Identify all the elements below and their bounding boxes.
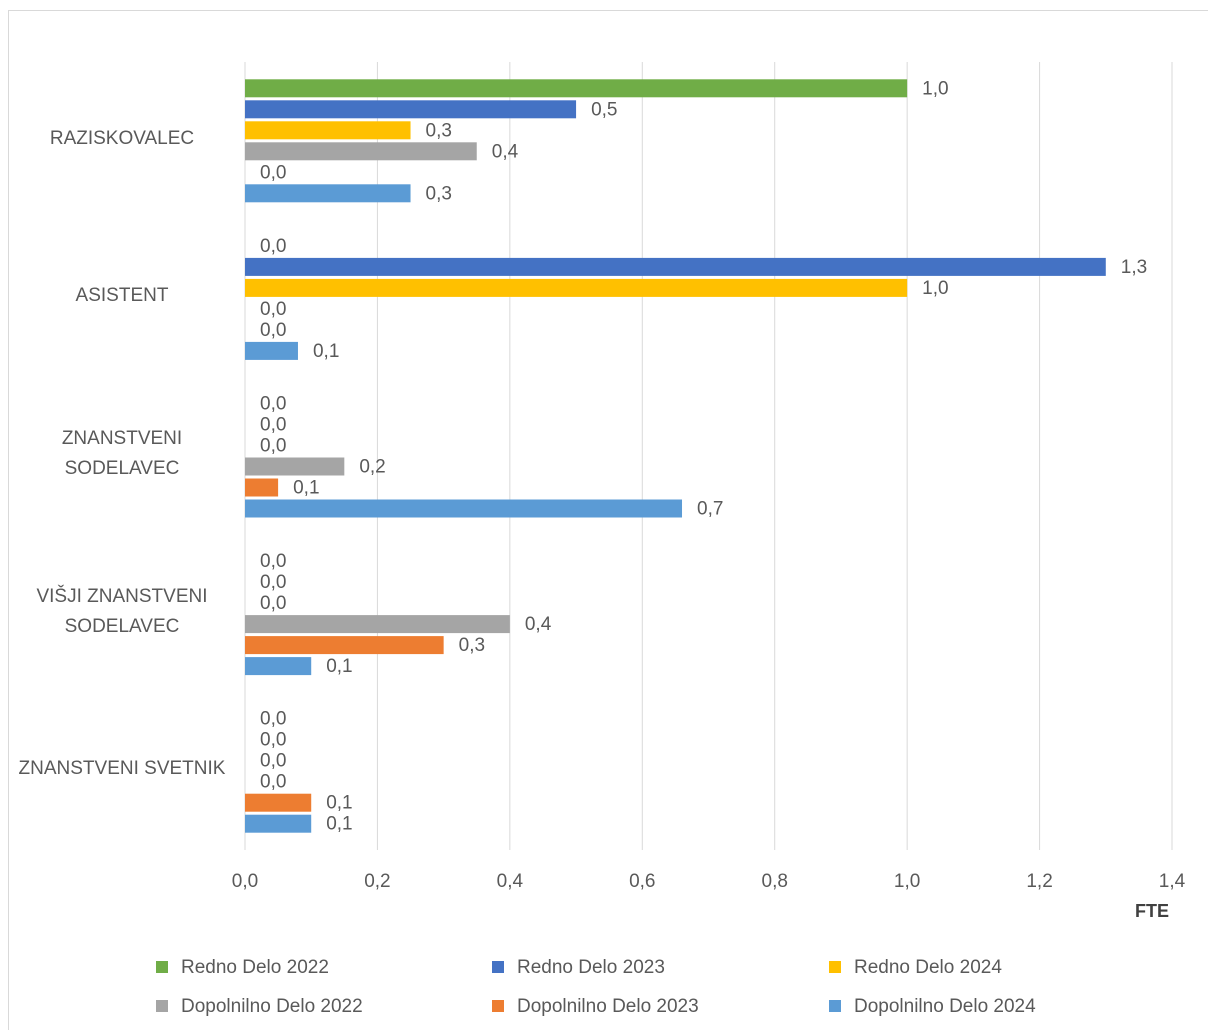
bar [245, 478, 279, 497]
data-label: 0,0 [260, 709, 286, 730]
y-tick-label: RAZISKOVALEC [49, 127, 195, 149]
data-label: 0,0 [260, 772, 286, 793]
legend-swatch [492, 1000, 504, 1012]
y-tick-label: ASISTENT [75, 285, 169, 307]
data-label: 0,0 [260, 299, 286, 320]
x-axis-title: FTE [1135, 901, 1169, 921]
data-label: 0,0 [260, 394, 286, 415]
bar [245, 814, 312, 833]
data-label: 0,0 [260, 162, 286, 183]
data-label: 0,0 [260, 751, 286, 772]
data-label: 0,3 [459, 635, 485, 656]
data-label: 0,3 [426, 183, 452, 204]
data-label: 0,0 [260, 320, 286, 341]
x-tick-label: 1,4 [1159, 871, 1186, 892]
bar [245, 615, 510, 634]
data-label: 0,3 [426, 120, 452, 141]
legend-swatch [829, 1000, 841, 1012]
bar [245, 121, 411, 140]
legend-swatch [492, 961, 504, 973]
legend-label: Redno Delo 2023 [517, 957, 665, 978]
bar [245, 636, 444, 655]
x-tick-label: 1,2 [1026, 871, 1052, 892]
legend-label: Dopolnilno Delo 2024 [854, 996, 1036, 1017]
data-label: 0,0 [260, 593, 286, 614]
legend-label: Redno Delo 2022 [181, 957, 329, 978]
bar [245, 341, 298, 360]
data-label: 0,1 [326, 656, 352, 677]
data-label: 0,0 [260, 572, 286, 593]
data-label: 0,5 [591, 99, 617, 120]
data-label: 1,3 [1121, 257, 1147, 278]
data-label: 0,2 [359, 457, 385, 478]
legend-swatch [156, 961, 168, 973]
x-tick-label: 0,6 [629, 871, 655, 892]
data-label: 0,1 [313, 341, 339, 362]
bar [245, 142, 477, 161]
bar [245, 499, 683, 518]
legend-swatch [156, 1000, 168, 1012]
bar [245, 657, 312, 676]
bar [245, 457, 345, 476]
data-label: 0,0 [260, 551, 286, 572]
bar [245, 100, 577, 119]
data-label: 0,0 [260, 236, 286, 257]
data-label: 0,0 [260, 730, 286, 751]
data-label: 1,0 [922, 78, 948, 99]
legend-swatch [829, 961, 841, 973]
x-tick-label: 0,0 [232, 871, 258, 892]
bar [245, 278, 908, 297]
legend-label: Dopolnilno Delo 2023 [517, 996, 699, 1017]
bar [245, 793, 312, 812]
y-tick-label: VIŠJI ZNANSTVENI SODELAVEC [36, 585, 208, 637]
x-tick-label: 0,2 [364, 871, 390, 892]
chart-border [8, 10, 1208, 1030]
legend-label: Redno Delo 2024 [854, 957, 1002, 978]
x-tick-label: 0,8 [762, 871, 788, 892]
data-label: 0,1 [326, 793, 352, 814]
data-label: 0,0 [260, 415, 286, 436]
x-tick-label: 1,0 [894, 871, 920, 892]
data-label: 0,4 [525, 614, 552, 635]
bar [245, 257, 1106, 276]
legend-label: Dopolnilno Delo 2022 [181, 996, 363, 1017]
x-tick-label: 0,4 [497, 871, 524, 892]
bar [245, 79, 908, 98]
y-tick-label: ZNANSTVENI SODELAVEC [61, 428, 183, 479]
data-label: 0,1 [326, 814, 352, 835]
data-label: 0,0 [260, 436, 286, 457]
data-label: 1,0 [922, 278, 948, 299]
y-tick-label: ZNANSTVENI SVETNIK [18, 758, 226, 780]
data-label: 0,1 [293, 478, 319, 499]
bar [245, 184, 411, 203]
data-label: 0,4 [492, 141, 519, 162]
data-label: 0,7 [697, 499, 723, 520]
